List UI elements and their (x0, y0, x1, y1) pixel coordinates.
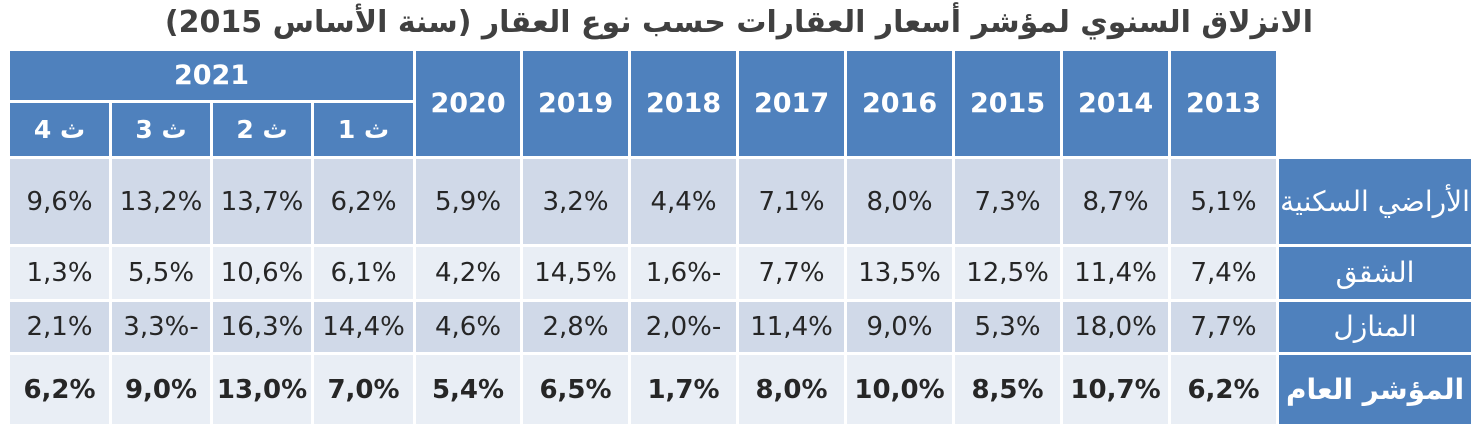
table-cell: -1,6% (628, 244, 740, 302)
quarter-header: ث 1 (311, 100, 417, 159)
table-cell: 18,0% (1060, 299, 1172, 355)
quarter-header: ث 2 (210, 100, 315, 159)
year-header: 2019 (520, 48, 632, 159)
year-2021-header: 2021 (6, 48, 417, 103)
table-cell: 8,5% (952, 352, 1064, 427)
table-cell: 14,4% (311, 299, 417, 355)
table-cell: 5,4% (413, 352, 524, 427)
table-cell: 16,3% (210, 299, 315, 355)
table-cell: 8,7% (1060, 156, 1172, 247)
table-cell: 5,3% (952, 299, 1064, 355)
table-cell: 5,9% (413, 156, 524, 247)
quarter-header: ث 3 (109, 100, 214, 159)
table-cell: 3,2% (520, 156, 632, 247)
year-header: 2017 (736, 48, 848, 159)
table-cell: 8,0% (844, 156, 956, 247)
table-row: الأراضي السكنية 5,1% 8,7% 7,3% 8,0% 7,1%… (6, 156, 1475, 247)
table-cell: 10,6% (210, 244, 315, 302)
table-cell: 7,1% (736, 156, 848, 247)
table-row: الشقق 7,4% 11,4% 12,5% 13,5% 7,7% -1,6% … (6, 244, 1475, 302)
year-header: 2016 (844, 48, 956, 159)
table-cell: 13,5% (844, 244, 956, 302)
row-label: المنازل (1276, 299, 1475, 355)
table-cell: 4,4% (628, 156, 740, 247)
table-cell: 14,5% (520, 244, 632, 302)
table-cell: 10,0% (844, 352, 956, 427)
table-cell: 2,1% (6, 299, 113, 355)
price-index-table: 2013 2014 2015 2016 2017 2018 2019 2020 … (6, 48, 1475, 427)
table-cell: 5,5% (109, 244, 214, 302)
table-cell: 11,4% (1060, 244, 1172, 302)
table-cell: 1,7% (628, 352, 740, 427)
table-cell: 1,3% (6, 244, 113, 302)
quarter-header: ث 4 (6, 100, 113, 159)
table-cell: 6,2% (6, 352, 113, 427)
table-cell: 2,8% (520, 299, 632, 355)
row-label: الشقق (1276, 244, 1475, 302)
table-cell: 10,7% (1060, 352, 1172, 427)
table-cell: 9,0% (109, 352, 214, 427)
year-header: 2014 (1060, 48, 1172, 159)
table-cell: 13,0% (210, 352, 315, 427)
table-cell: 9,0% (844, 299, 956, 355)
table-cell: 5,1% (1168, 156, 1280, 247)
row-label: الأراضي السكنية (1276, 156, 1475, 247)
table-cell: 7,7% (1168, 299, 1280, 355)
table-row: المؤشر العام 6,2% 10,7% 8,5% 10,0% 8,0% … (6, 352, 1475, 427)
year-header: 2020 (413, 48, 524, 159)
table-cell: 9,6% (6, 156, 113, 247)
table-cell: 12,5% (952, 244, 1064, 302)
table-cell: -3,3% (109, 299, 214, 355)
table-cell: 6,2% (1168, 352, 1280, 427)
table-cell: 8,0% (736, 352, 848, 427)
table-cell: -2,0% (628, 299, 740, 355)
table-row: المنازل 7,7% 18,0% 5,3% 9,0% 11,4% -2,0%… (6, 299, 1475, 355)
table-cell: 11,4% (736, 299, 848, 355)
table-cell: 7,3% (952, 156, 1064, 247)
table-cell: 6,2% (311, 156, 417, 247)
table-cell: 4,6% (413, 299, 524, 355)
corner-cell (1276, 48, 1475, 159)
table-cell: 6,1% (311, 244, 417, 302)
table-cell: 13,2% (109, 156, 214, 247)
year-header: 2013 (1168, 48, 1280, 159)
table-cell: 7,7% (736, 244, 848, 302)
chart-title: الانزلاق السنوي لمؤشر أسعار العقارات حسب… (164, 5, 1314, 40)
table-cell: 7,0% (311, 352, 417, 427)
table-cell: 6,5% (520, 352, 632, 427)
table-cell: 4,2% (413, 244, 524, 302)
year-header: 2015 (952, 48, 1064, 159)
table-cell: 13,7% (210, 156, 315, 247)
table-cell: 7,4% (1168, 244, 1280, 302)
row-label: المؤشر العام (1276, 352, 1475, 427)
year-header: 2018 (628, 48, 740, 159)
